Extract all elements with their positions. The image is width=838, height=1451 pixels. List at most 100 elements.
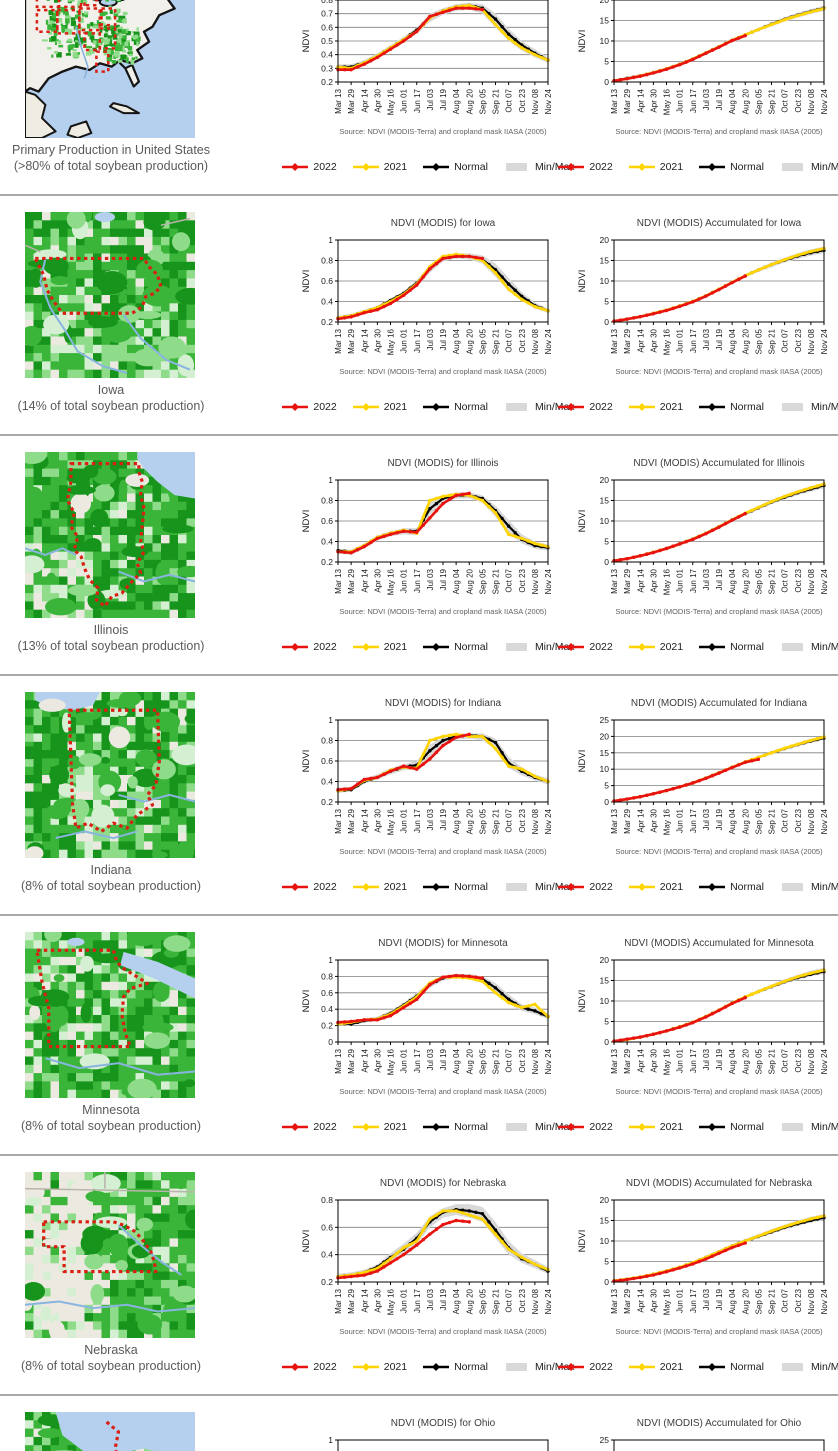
legend-item-min-max: Min/Max	[779, 161, 838, 173]
y-tick-label: 1	[328, 715, 333, 725]
source-note: Source: NDVI (MODIS-Terra) and cropland …	[339, 1327, 547, 1336]
x-tick-label: Mar 13	[610, 88, 619, 113]
y-tick-label: 10	[600, 764, 610, 774]
legend-line-icon	[628, 1363, 655, 1371]
x-tick-label: May 16	[663, 1048, 672, 1075]
x-tick-label: Jun 17	[689, 328, 698, 353]
y-axis-label: NDVI	[301, 30, 312, 53]
legend-item-2022: 2022	[557, 1121, 613, 1133]
legend-label: 2022	[313, 401, 337, 413]
x-tick-label: Nov 24	[544, 568, 553, 594]
x-tick-label: Oct 23	[794, 1048, 803, 1072]
x-tick-label: Sep 21	[492, 1048, 501, 1074]
legend-label: Min/Max	[810, 401, 838, 413]
chart-title: NDVI (MODIS) Accumulated for Indiana	[631, 698, 808, 709]
legend-line-icon	[699, 1363, 726, 1371]
x-tick-label: Mar 29	[347, 328, 356, 353]
x-tick-label: Jul 19	[715, 568, 724, 590]
legend-label: 2021	[383, 161, 408, 173]
y-tick-label: 10	[600, 36, 610, 46]
y-tick-label: 0.4	[321, 297, 333, 307]
x-tick-label: Aug 20	[741, 808, 750, 834]
legend-line-icon	[628, 883, 655, 891]
x-tick-label: Jun 17	[689, 1288, 698, 1313]
x-tick-label: Apr 14	[360, 568, 369, 592]
legend-line-icon	[628, 403, 655, 411]
y-tick-label: 0.8	[321, 496, 333, 506]
x-tick-label: Apr 14	[636, 568, 645, 592]
legend-line-icon	[699, 643, 726, 651]
legend-line-icon	[558, 883, 585, 891]
legend-line-icon	[352, 643, 379, 651]
x-tick-label: Aug 20	[741, 568, 750, 594]
chart-title: NDVI (MODIS) Accumulated for Nebraska	[626, 1178, 813, 1189]
legend-line-icon	[352, 1363, 379, 1371]
y-tick-label: 0	[604, 557, 609, 567]
legend-line-icon	[558, 163, 585, 171]
ndvi-accum-chart-block-iowa: NDVI (MODIS) Accumulated for Iowa 0 5 10 15 2…	[558, 214, 838, 413]
legend-item-2022: 2022	[281, 881, 337, 893]
y-tick-label: 0.6	[321, 276, 333, 286]
x-tick-label: Aug 20	[741, 1048, 750, 1074]
x-tick-label: Mar 13	[334, 328, 343, 353]
ndvi-accum-chart-ohio: NDVI (MODIS) Accumulated for Ohio0510152…	[600, 1418, 825, 1451]
legend-line-icon	[282, 163, 309, 171]
ndvi-accum-chart-nebraska: NDVI (MODIS) Accumulated for Nebraska 0 5 1…	[577, 1178, 829, 1336]
row-divider	[0, 434, 838, 436]
legend-ndvi-chart-minnesota: 2022 2021 Normal Min/Max	[282, 1121, 575, 1133]
y-tick-label: 0.4	[321, 537, 333, 547]
row-divider	[0, 1154, 838, 1156]
x-tick-label: Mar 13	[334, 1048, 343, 1073]
y-tick-label: 0.8	[321, 1195, 333, 1205]
x-tick-label: Sep 21	[492, 808, 501, 834]
x-tick-label: Jul 19	[715, 808, 724, 830]
x-tick-label: Jul 03	[426, 88, 435, 110]
x-tick-label: Oct 23	[794, 808, 803, 832]
x-tick-label: May 16	[663, 1288, 672, 1315]
x-tick-label: Aug 20	[741, 88, 750, 114]
y-axis-label: NDVI	[301, 270, 312, 293]
legend-item-2021: 2021	[352, 161, 407, 173]
x-tick-label: May 16	[663, 328, 672, 355]
legend-label: Min/Max	[810, 1121, 838, 1133]
x-tick-label: Nov 08	[531, 88, 540, 114]
legend-item-min-max: Min/Max	[779, 1121, 838, 1133]
x-tick-label: Jun 01	[676, 1288, 685, 1313]
legend-item-min-max: Min/Max	[779, 1361, 838, 1373]
x-tick-label: Aug 04	[452, 1288, 461, 1314]
legend-label: 2021	[383, 1121, 408, 1133]
y-tick-label: 0.2	[321, 1277, 333, 1287]
ndvi-accum-chart-minnesota: NDVI (MODIS) Accumulated for Minnesota 0 5…	[577, 938, 829, 1096]
y-tick-label: 15	[600, 496, 610, 506]
map-caption-line2: (>80% of total soybean production)	[13, 159, 209, 173]
legend-label: 2022	[589, 881, 613, 893]
legend-line-icon	[423, 163, 450, 171]
y-tick-label: 25	[600, 715, 610, 725]
legend-line-icon	[352, 163, 379, 171]
legend-label: Normal	[730, 641, 764, 653]
x-tick-label: Aug 04	[452, 1048, 461, 1074]
x-tick-label: Aug 04	[728, 808, 737, 834]
x-tick-label: Aug 20	[741, 1288, 750, 1314]
y-tick-label: 0.3	[321, 63, 333, 73]
x-tick-label: May 16	[387, 808, 396, 835]
x-tick-label: Mar 13	[334, 88, 343, 113]
legend-ndvi-chart-illinois: 2022 2021 Normal Min/Max	[282, 641, 575, 653]
legend-item-2022: 2022	[557, 401, 613, 413]
map-minnesota	[25, 932, 195, 1098]
ndvi-chart-block-us: 0.2 0.3 0.4 0.5 0.6 0.7 0.8 Mar 13 Mar 29 Apr 14 A…	[282, 0, 575, 173]
map-col-us	[25, 0, 195, 138]
x-tick-label: Mar 13	[334, 808, 343, 833]
source-note: Source: NDVI (MODIS-Terra) and cropland …	[615, 367, 823, 376]
x-tick-label: Jul 19	[439, 1048, 448, 1070]
x-tick-label: Apr 14	[360, 808, 369, 832]
x-tick-label: Mar 13	[610, 1048, 619, 1073]
x-tick-label: Oct 07	[505, 1288, 514, 1312]
legend-item-normal: Normal	[422, 1121, 488, 1133]
x-tick-label: Oct 07	[781, 1288, 790, 1312]
y-tick-label: 0	[604, 1277, 609, 1287]
map-col-nebraska	[25, 1172, 195, 1338]
legend-minmax-box-icon	[781, 163, 803, 171]
chart-title: NDVI (MODIS) Accumulated for Minnesota	[624, 938, 814, 949]
